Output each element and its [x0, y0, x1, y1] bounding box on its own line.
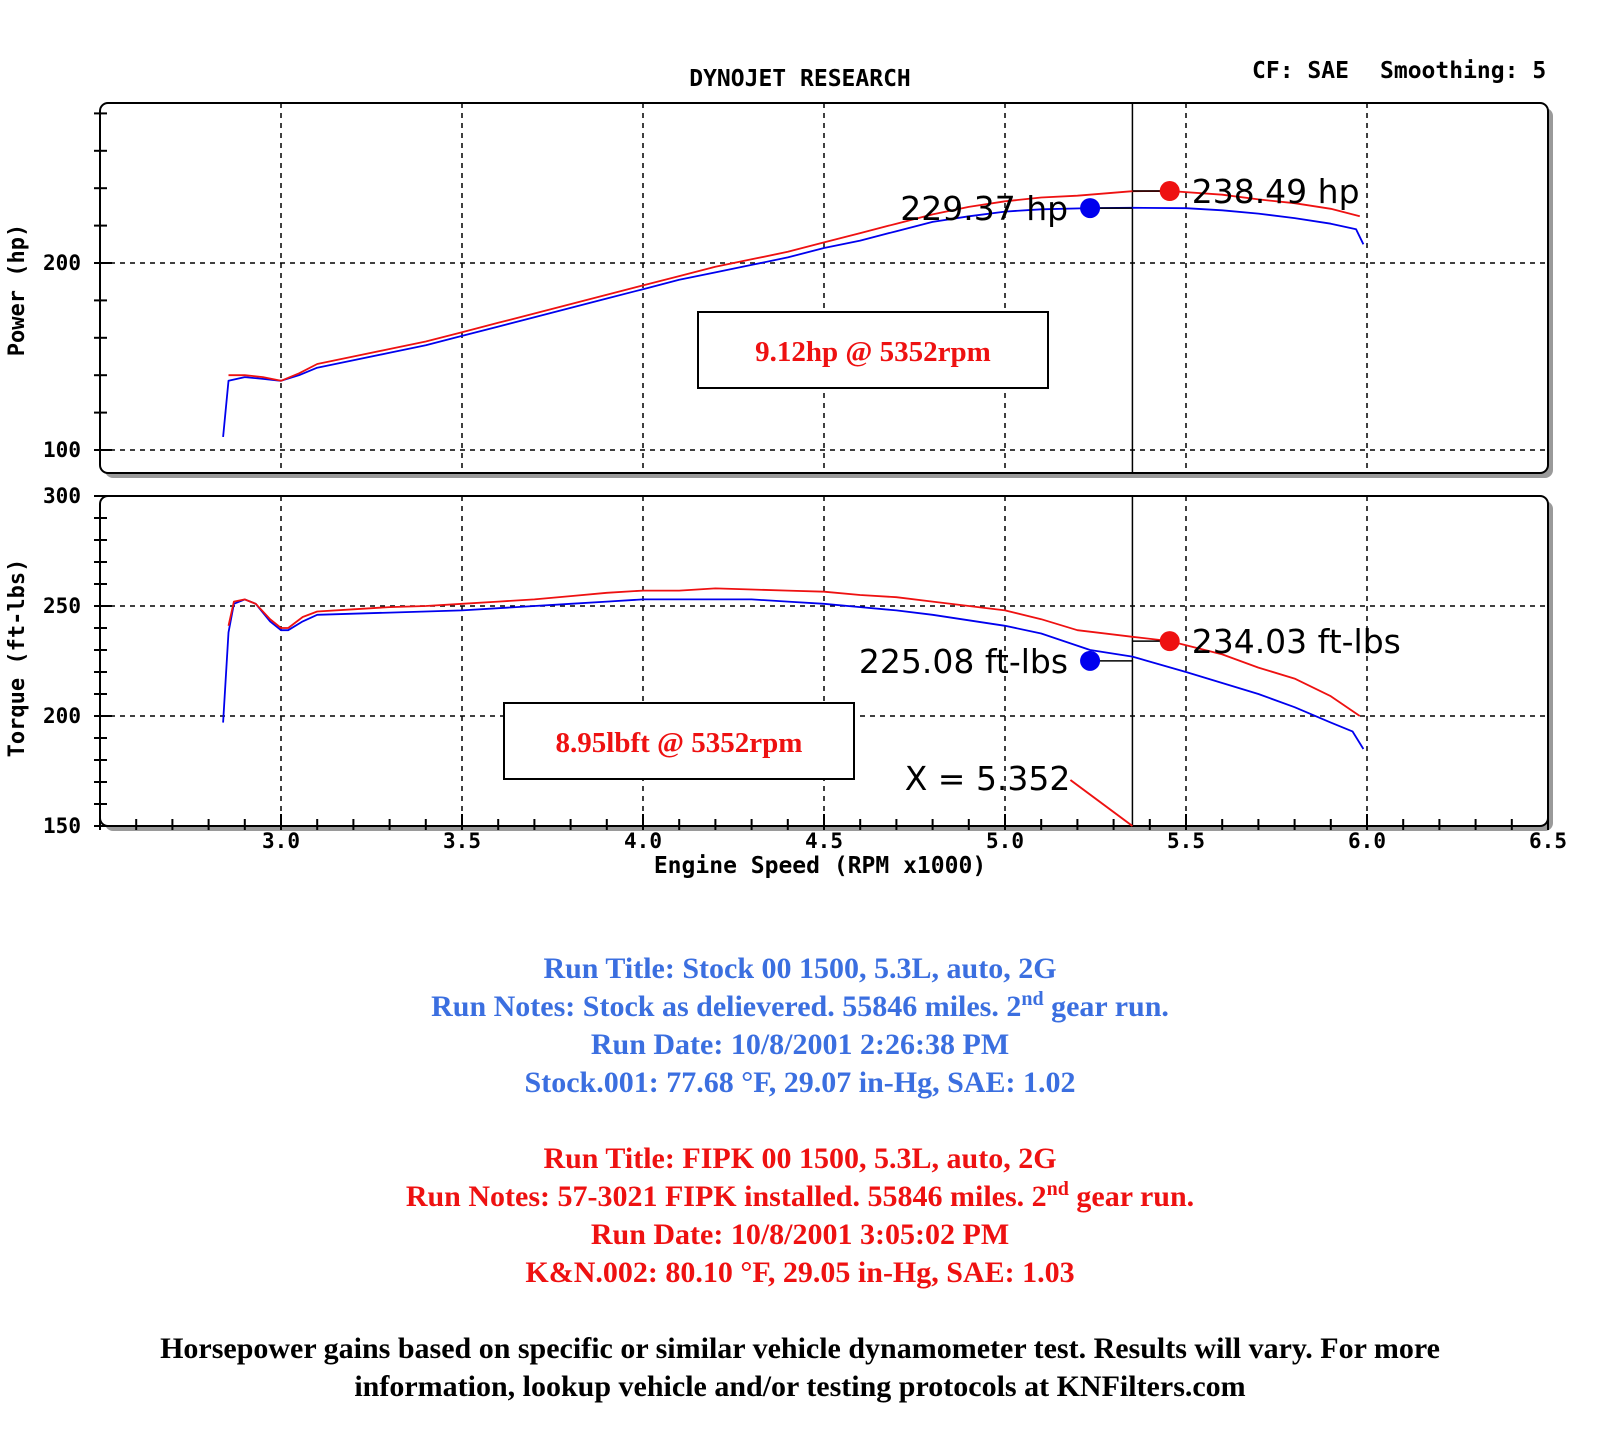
fipk-notes-sup: nd [1046, 1178, 1069, 1200]
stock-run-title: Run Title: Stock 00 1500, 5.3L, auto, 2G [543, 952, 1057, 985]
annotation-text: 8.95lbft @ 5352rpm [556, 727, 803, 759]
y-tick-label: 250 [43, 594, 81, 618]
fipk-run-conditions: K&N.002: 80.10 °F, 29.05 in-Hg, SAE: 1.0… [525, 1256, 1075, 1289]
torque-axis-label: Torque (ft-lbs) [5, 559, 30, 758]
x-tick-label: 3.5 [443, 829, 481, 853]
series-line-stock [222, 598, 1365, 750]
x-tick-label: 4.5 [805, 829, 843, 853]
x-tick-label: 6.0 [1348, 829, 1386, 853]
fipk-notes-text: Run Notes: 57-3021 FIPK installed. 55846… [405, 1180, 1047, 1213]
x-axis-label: Engine Speed (RPM x1000) [654, 853, 986, 879]
stock-run-info: Run Title: Stock 00 1500, 5.3L, auto, 2G… [0, 950, 1600, 1102]
dyno-chart: DYNOJET RESEARCH CF: SAE Smoothing: 5 10… [5, 58, 1567, 879]
marker-label: 234.03 ft-lbs [1192, 622, 1401, 661]
marker-label: 225.08 ft-lbs [859, 642, 1068, 681]
stock-notes-text: Run Notes: Stock as delievered. 55846 mi… [431, 990, 1022, 1023]
marker-dot [1080, 198, 1101, 219]
fipk-run-notes: Run Notes: 57-3021 FIPK installed. 55846… [0, 1178, 1600, 1216]
series-line-fipk [227, 587, 1361, 717]
annotation-box [503, 702, 855, 780]
x-tick-label: 5.5 [1167, 829, 1205, 853]
power-panel: 100 200 229.37 hp 238.49 hp 9.12hp @ 5352rpm [43, 102, 1553, 478]
stock-run-conditions: Stock.001: 77.68 °F, 29.07 in-Hg, SAE: 1… [524, 1066, 1076, 1099]
disclaimer-line-1: Horsepower gains based on specific or si… [160, 1332, 1440, 1365]
annotation-text: 9.12hp @ 5352rpm [755, 336, 991, 368]
torque-panel: 150 200 250 300 225.08 ft-lbs 234.03 ft-lbs 8.… [43, 484, 1553, 838]
marker-dot [1080, 650, 1101, 671]
chart-title: DYNOJET RESEARCH [689, 66, 911, 92]
cf-label: CF: SAE [1252, 58, 1349, 84]
x-tick-label: 6.5 [1529, 829, 1567, 853]
fipk-run-info: Run Title: FIPK 00 1500, 5.3L, auto, 2G … [0, 1140, 1600, 1292]
disclaimer-line-2: information, lookup vehicle and/or testi… [354, 1370, 1246, 1403]
fipk-notes-tail: gear run. [1068, 1180, 1195, 1213]
fipk-run-date: Run Date: 10/8/2001 3:05:02 PM [590, 1218, 1010, 1251]
power-axis-label: Power (hp) [5, 224, 30, 356]
y-tick-label: 100 [43, 438, 81, 462]
y-tick-label: 200 [43, 251, 81, 275]
stock-run-notes: Run Notes: Stock as delievered. 55846 mi… [0, 988, 1600, 1026]
marker-dot [1159, 631, 1180, 652]
x-tick-label: 4.0 [624, 829, 662, 853]
stock-notes-tail: gear run. [1043, 990, 1169, 1023]
disclaimer: Horsepower gains based on specific or si… [0, 1330, 1600, 1406]
marker-dot [1159, 181, 1180, 202]
y-tick-label: 200 [43, 704, 81, 728]
x-tick-label: 3.0 [262, 829, 300, 853]
series-line-stock [222, 206, 1365, 437]
x-tick-label: 5.0 [986, 829, 1024, 853]
marker-label: 238.49 hp [1192, 172, 1360, 211]
annotation-box [697, 311, 1049, 389]
y-tick-label: 150 [43, 814, 81, 838]
stock-run-date: Run Date: 10/8/2001 2:26:38 PM [590, 1028, 1010, 1061]
cursor-pointer-line [1069, 779, 1134, 827]
smoothing-label: Smoothing: 5 [1380, 58, 1546, 84]
cursor-readout: X = 5.352 [905, 759, 1071, 798]
stock-notes-sup: nd [1021, 988, 1044, 1010]
y-tick-label: 300 [43, 484, 81, 508]
fipk-run-title: Run Title: FIPK 00 1500, 5.3L, auto, 2G [543, 1142, 1057, 1175]
marker-label: 229.37 hp [900, 189, 1068, 228]
